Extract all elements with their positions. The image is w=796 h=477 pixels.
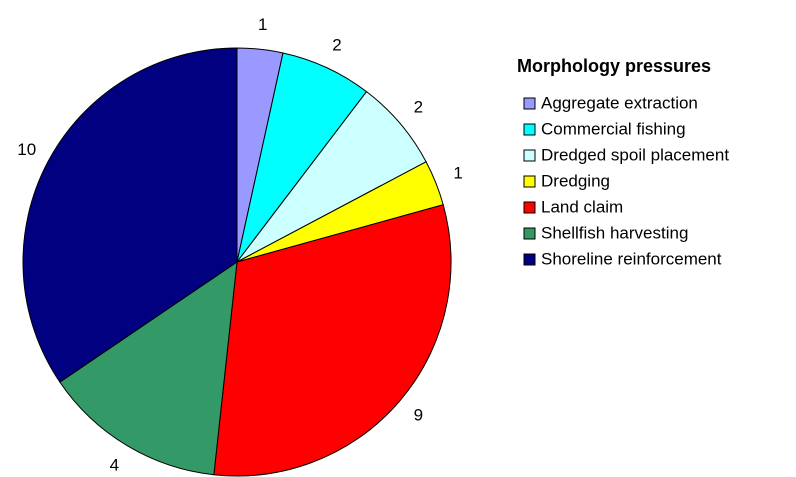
legend-label: Land claim [541,197,623,216]
legend-label: Shoreline reinforcement [541,249,722,268]
legend-label: Commercial fishing [541,119,686,138]
pie-slice [213,204,452,477]
data-label: 10 [17,140,36,159]
data-label: 2 [332,35,341,54]
legend-swatch [523,175,536,188]
data-label: 4 [110,455,119,474]
legend-title: Morphology pressures [517,56,711,76]
legend-swatch [523,201,536,214]
legend-swatch [523,97,536,110]
pie-slice [59,260,238,476]
legend-label: Shellfish harvesting [541,223,688,242]
legend-label: Dredged spoil placement [541,145,729,164]
legend-swatch [523,149,536,162]
data-label: 1 [258,15,267,34]
legend-swatch [523,253,536,266]
legend-swatch [523,227,536,240]
data-label: 9 [414,406,423,425]
legend-label: Dredging [541,171,610,190]
data-label: 2 [414,97,423,116]
legend-swatch [523,123,536,136]
legend-label: Aggregate extraction [541,93,698,112]
data-label: 1 [453,163,462,182]
pie-slice [22,47,238,383]
